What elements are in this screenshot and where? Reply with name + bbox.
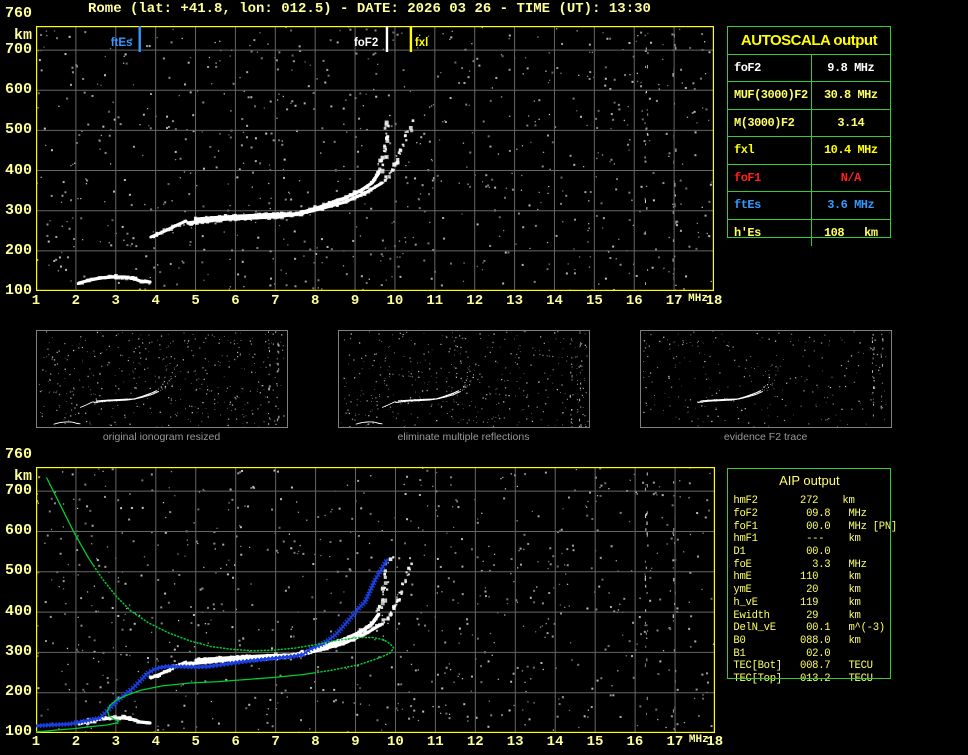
svg-text:ftEs: ftEs (111, 37, 133, 49)
svg-text:fxl: fxl (415, 37, 428, 49)
svg-text:foF2: foF2 (354, 37, 378, 49)
